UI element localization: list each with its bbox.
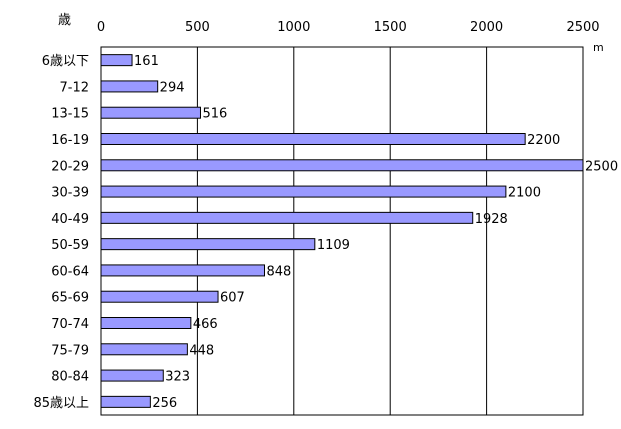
value-label: 1109 — [317, 238, 350, 253]
category-label: 30-39 — [51, 186, 89, 201]
x-tick-label: 0 — [97, 20, 105, 35]
bar — [100, 54, 133, 67]
y-axis-title: 歳 — [58, 13, 71, 28]
value-label: 2500 — [585, 159, 618, 174]
bar — [100, 133, 526, 145]
category-label: 50-59 — [51, 238, 89, 253]
bar — [100, 264, 265, 277]
gridlines — [196, 47, 488, 415]
value-label: 1928 — [475, 212, 508, 227]
bar — [100, 106, 201, 119]
bar — [100, 80, 159, 93]
category-label: 75-79 — [51, 343, 89, 358]
value-label: 294 — [160, 80, 185, 95]
bar — [100, 395, 151, 408]
category-label: 60-64 — [51, 264, 89, 279]
x-tick-labels: 0 500 1000 1500 2000 2500 — [97, 20, 600, 35]
bars — [100, 54, 584, 408]
bar — [100, 185, 507, 198]
value-label: 448 — [189, 343, 214, 358]
value-label: 2100 — [508, 186, 541, 201]
value-label: 161 — [134, 54, 159, 69]
value-label: 516 — [202, 107, 227, 122]
x-tick-label: 2000 — [470, 20, 503, 35]
value-label: 466 — [193, 317, 218, 332]
value-label: 256 — [152, 396, 177, 411]
value-label: 848 — [266, 264, 291, 279]
category-label: 6歳以下 — [42, 54, 89, 69]
category-label: 70-74 — [51, 317, 89, 332]
category-labels: 6歳以下 7-12 13-15 16-19 20-29 30-39 40-49 50-59 60… — [33, 54, 89, 411]
category-label: 40-49 — [51, 212, 89, 227]
plot-frame — [100, 46, 584, 416]
x-tick-label: 1000 — [277, 20, 310, 35]
bar — [100, 238, 316, 251]
bar — [100, 369, 164, 382]
x-unit-label: m — [593, 41, 604, 54]
value-label: 2200 — [527, 133, 560, 148]
category-label: 85歳以上 — [33, 396, 89, 411]
value-label: 323 — [165, 370, 190, 385]
x-tick-label: 1500 — [374, 20, 407, 35]
category-label: 13-15 — [51, 107, 89, 122]
category-label: 20-29 — [51, 159, 89, 174]
bar — [100, 159, 584, 172]
bar — [100, 343, 188, 356]
bar — [100, 317, 192, 329]
category-label: 7-12 — [59, 80, 89, 95]
x-tick-label: 500 — [185, 20, 210, 35]
bar — [100, 290, 219, 303]
x-tick-label: 2500 — [566, 20, 599, 35]
bar — [100, 211, 474, 224]
category-label: 16-19 — [51, 133, 89, 148]
category-label: 80-84 — [51, 370, 89, 385]
category-label: 65-69 — [51, 291, 89, 306]
value-label: 607 — [220, 291, 245, 306]
